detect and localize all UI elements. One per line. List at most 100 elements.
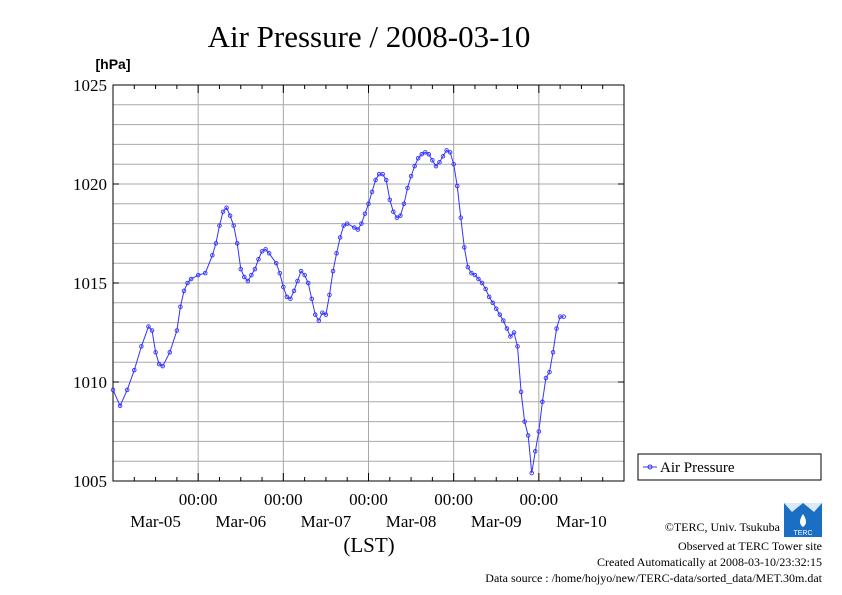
data-point bbox=[174, 328, 180, 333]
data-point bbox=[316, 318, 322, 323]
data-point bbox=[252, 266, 258, 272]
y-tick-label: 1015 bbox=[73, 274, 107, 293]
data-point bbox=[238, 266, 243, 272]
data-point bbox=[447, 150, 453, 155]
data-point bbox=[415, 156, 421, 161]
data-point bbox=[146, 324, 151, 329]
y-tick-label: 1025 bbox=[73, 76, 107, 95]
data-point bbox=[486, 294, 492, 300]
data-point bbox=[245, 278, 251, 284]
data-point bbox=[203, 270, 208, 276]
data-point bbox=[508, 334, 513, 339]
data-point bbox=[547, 369, 552, 375]
data-point bbox=[522, 419, 527, 424]
data-point bbox=[405, 185, 410, 191]
data-point bbox=[383, 177, 389, 183]
copyright-text: ©TERC, Univ. Tsukuba bbox=[665, 520, 781, 534]
x-tick-date-label: Mar-05 bbox=[130, 512, 181, 531]
x-tick-time-label: 00:00 bbox=[434, 490, 473, 509]
data-point bbox=[536, 429, 542, 434]
y-axis-ticks: 1005 1010 1015 1020 1025 bbox=[73, 76, 624, 491]
created-timestamp-text: Created Automatically at 2008-03-10/23:3… bbox=[597, 555, 822, 569]
data-point bbox=[273, 260, 279, 266]
data-point bbox=[391, 209, 396, 214]
data-point bbox=[178, 304, 183, 310]
data-point bbox=[433, 163, 439, 169]
data-point bbox=[476, 276, 481, 282]
data-point bbox=[217, 223, 222, 228]
data-point bbox=[249, 272, 254, 278]
data-point bbox=[284, 294, 290, 300]
data-point bbox=[394, 215, 400, 220]
legend-entry-air-pressure: Air Pressure bbox=[660, 460, 735, 476]
data-point bbox=[185, 280, 190, 286]
data-point bbox=[437, 159, 442, 165]
data-point bbox=[490, 300, 495, 306]
data-point bbox=[302, 272, 307, 278]
data-point bbox=[511, 330, 517, 335]
data-point bbox=[167, 350, 173, 355]
data-point bbox=[124, 387, 130, 393]
y-tick-label: 1010 bbox=[73, 373, 107, 392]
data-point bbox=[181, 288, 187, 294]
data-point bbox=[412, 163, 417, 169]
data-point bbox=[387, 197, 393, 203]
data-point bbox=[188, 276, 194, 282]
data-point bbox=[529, 470, 534, 476]
x-tick-date-label: Mar-08 bbox=[386, 512, 437, 531]
legend-box bbox=[637, 453, 822, 481]
data-point bbox=[242, 274, 247, 280]
data-point bbox=[515, 344, 520, 349]
data-point bbox=[426, 152, 432, 157]
data-point bbox=[117, 403, 123, 409]
data-point bbox=[259, 249, 265, 254]
data-point bbox=[525, 433, 531, 438]
data-point bbox=[295, 278, 300, 284]
data-point bbox=[483, 286, 488, 292]
data-source-text: Data source : /home/hojyo/new/TERC-data/… bbox=[485, 571, 822, 585]
data-point bbox=[472, 272, 478, 278]
y-axis-unit-label: [hPa] bbox=[96, 56, 131, 72]
data-point bbox=[444, 148, 449, 153]
data-point bbox=[554, 326, 559, 331]
data-point bbox=[430, 157, 435, 163]
data-point bbox=[352, 225, 357, 230]
data-point bbox=[504, 326, 510, 331]
data-point bbox=[277, 270, 283, 276]
data-point bbox=[533, 449, 538, 454]
data-point bbox=[309, 296, 314, 302]
x-tick-date-label: Mar-09 bbox=[471, 512, 522, 531]
x-tick-time-label: 00:00 bbox=[349, 490, 388, 509]
legend: Air Pressure bbox=[637, 453, 822, 481]
data-point bbox=[518, 389, 524, 395]
data-point bbox=[224, 205, 229, 211]
data-point bbox=[373, 177, 378, 183]
series-line bbox=[112, 149, 564, 474]
data-point bbox=[362, 211, 368, 216]
series-air-pressure bbox=[110, 148, 566, 476]
data-point bbox=[288, 296, 293, 302]
data-point bbox=[132, 367, 137, 373]
data-point bbox=[110, 387, 116, 393]
data-point bbox=[266, 251, 272, 256]
data-point bbox=[313, 312, 318, 317]
terc-logo: TERC bbox=[784, 503, 822, 537]
x-axis-label: (LST) bbox=[343, 533, 394, 557]
data-point bbox=[550, 350, 556, 355]
x-tick-time-label: 00:00 bbox=[264, 490, 303, 509]
data-point bbox=[398, 213, 403, 218]
data-point bbox=[543, 375, 549, 381]
x-tick-time-label: 00:00 bbox=[519, 490, 558, 509]
data-point bbox=[401, 201, 407, 207]
data-point bbox=[380, 171, 385, 177]
x-axis-ticks: 00:00 00:00 00:00 00:00 00:00 Mar-05 Mar-06 Mar… bbox=[130, 85, 607, 531]
terc-logo-text: TERC bbox=[793, 530, 812, 537]
data-point bbox=[291, 288, 297, 294]
data-point bbox=[256, 256, 261, 262]
data-point bbox=[263, 247, 268, 252]
data-point bbox=[149, 328, 155, 333]
x-tick-time-label: 00:00 bbox=[179, 490, 218, 509]
data-point bbox=[501, 318, 506, 323]
data-point bbox=[298, 268, 304, 274]
